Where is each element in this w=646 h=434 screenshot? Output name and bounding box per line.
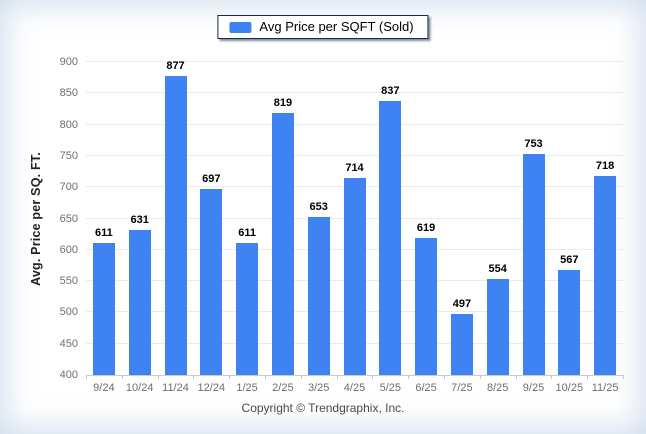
bar-value-label: 611 [95, 226, 113, 239]
x-tick-label: 11/25 [591, 382, 619, 394]
legend: Avg Price per SQFT (Sold) [217, 15, 429, 39]
x-tick-label: 3/25 [307, 382, 330, 394]
x-tick-label: 4/25 [343, 382, 366, 394]
bar-value-label: 611 [238, 226, 256, 239]
axis-tick [515, 375, 517, 379]
axis-tick [336, 375, 338, 379]
x-tick-label: 8/25 [486, 382, 509, 394]
gridline [86, 123, 623, 125]
x-tick-label: 1/25 [236, 382, 258, 394]
axis-tick [587, 375, 589, 379]
bar-value-label: 653 [309, 200, 328, 213]
axis-tick [157, 375, 159, 379]
gridline [86, 154, 623, 156]
gridline [86, 61, 623, 62]
x-tick-label: 9/25 [522, 382, 545, 394]
axis-tick [408, 375, 410, 379]
bar-11-25 [594, 175, 617, 375]
bar-value-label: 837 [381, 85, 400, 98]
plot-area: 400 450 500 550 600 650 700 750 800 850 900 611 9/24… [60, 56, 624, 394]
bar-10-25 [558, 270, 581, 375]
bar-value-label: 554 [488, 262, 507, 275]
y-axis-title: Avg. Price per SQ. FT. [29, 152, 43, 286]
bar-value-label: 753 [524, 138, 543, 151]
axis-tick [193, 375, 195, 379]
bar-11-24 [164, 76, 187, 375]
axis-tick [623, 375, 624, 379]
gridline [86, 92, 623, 94]
y-tick-label: 900 [59, 56, 78, 68]
x-tick-label: 2/25 [272, 382, 294, 394]
bar-7-25 [450, 314, 473, 375]
x-tick-label: 11/24 [162, 382, 189, 394]
y-tick-label: 550 [59, 275, 78, 288]
y-tick-label: 600 [59, 243, 78, 256]
bar-9-24 [92, 242, 115, 375]
bar-8-25 [486, 278, 509, 375]
bar-value-label: 497 [452, 298, 472, 311]
x-tick-label: 10/25 [555, 382, 584, 394]
bar-3-25 [307, 216, 330, 375]
y-tick-label: 800 [59, 118, 78, 131]
bar-value-label: 567 [560, 254, 579, 267]
bar-9-25 [522, 154, 545, 375]
bar-12-24 [200, 189, 223, 375]
axis-tick [479, 375, 481, 379]
legend-color-swatch [229, 21, 252, 33]
x-tick-label: 10/24 [125, 382, 154, 394]
bar-value-label: 819 [273, 96, 293, 109]
y-tick-label: 750 [59, 149, 78, 162]
x-tick-label: 7/25 [451, 382, 473, 394]
axis-tick [551, 375, 553, 379]
bar-value-label: 619 [416, 221, 436, 234]
bar-5-25 [379, 101, 402, 375]
x-tick-label: 6/25 [415, 382, 437, 394]
axis-tick [300, 375, 302, 379]
axis-tick [372, 375, 374, 379]
axis-tick [229, 375, 231, 379]
y-tick-label: 450 [59, 337, 78, 350]
bar-1-25 [236, 242, 259, 375]
bar-value-label: 631 [130, 214, 149, 227]
y-tick-label: 700 [59, 181, 78, 194]
copyright-text: Copyright © Trendgraphix, Inc. [241, 401, 405, 415]
bar-value-label: 877 [166, 60, 185, 73]
bar-2-25 [271, 112, 294, 375]
legend-label: Avg Price per SQFT (Sold) [259, 19, 414, 34]
bar-4-25 [343, 178, 366, 375]
y-tick-label: 650 [59, 212, 78, 225]
bar-6-25 [415, 237, 438, 375]
axis-tick [121, 375, 123, 379]
axis-tick [444, 375, 445, 379]
bar-value-label: 718 [595, 159, 615, 172]
axis-tick [265, 375, 266, 379]
axis-tick [86, 375, 87, 379]
x-tick-label: 9/24 [93, 382, 115, 394]
y-tick-label: 400 [59, 369, 78, 381]
bar-10-24 [128, 230, 151, 375]
y-tick-label: 500 [59, 306, 78, 319]
bar-value-label: 697 [202, 173, 221, 186]
x-tick-label: 12/24 [197, 382, 226, 394]
bar-value-label: 714 [345, 162, 364, 175]
y-tick-label: 850 [59, 87, 78, 100]
x-tick-label: 5/25 [379, 382, 402, 394]
